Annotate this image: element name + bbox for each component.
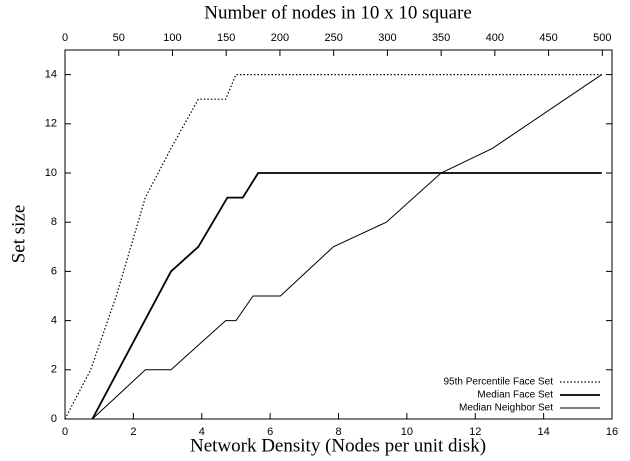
series-line [91,172,602,420]
x-tick-label: 16 [606,426,618,438]
x2-tick-label: 200 [271,32,289,44]
y-axis-title: Set size [8,205,29,264]
x-tick-label: 10 [401,426,413,438]
x2-tick-label: 450 [539,32,557,44]
y-tick-label: 12 [45,118,57,130]
y-tick-label: 10 [45,167,57,179]
x-tick-label: 8 [335,426,341,438]
plot-frame [64,49,613,420]
series-line [92,74,603,420]
x2-axis-title: Number of nodes in 10 x 10 square [204,2,472,23]
series-line [64,73,602,420]
y-tick-label: 0 [51,413,57,425]
y-tick-label: 8 [51,216,57,228]
x2-tick-label: 0 [62,32,68,44]
x-tick-label: 6 [267,426,273,438]
x2-tick-label: 50 [113,32,125,44]
x2-tick-label: 100 [163,32,181,44]
legend-label: Median Neighbor Set [459,403,553,414]
x-tick-label: 2 [130,426,136,438]
x-tick-label: 14 [538,426,550,438]
legend-label: 95th Percentile Face Set [443,377,553,388]
y-tick-label: 6 [51,265,57,277]
x-tick-label: 0 [62,426,68,438]
x-tick-label: 4 [199,426,205,438]
legend-label: Median Face Set [477,390,553,401]
y-tick-label: 4 [51,315,57,327]
x-tick-label: 12 [469,426,481,438]
x2-tick-label: 300 [378,32,396,44]
x2-tick-label: 400 [486,32,504,44]
y-tick-label: 14 [45,69,57,81]
x2-tick-label: 150 [217,32,235,44]
x2-tick-label: 500 [593,32,611,44]
x-axis-title: Network Density (Nodes per unit disk) [190,435,486,456]
y-tick-label: 2 [51,364,57,376]
x2-tick-label: 250 [324,32,342,44]
x2-tick-label: 350 [432,32,450,44]
